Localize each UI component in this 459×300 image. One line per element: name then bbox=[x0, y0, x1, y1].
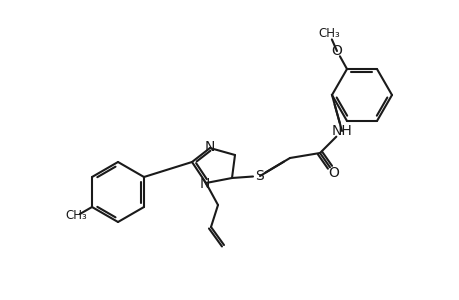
Text: O: O bbox=[331, 44, 341, 58]
Text: N: N bbox=[199, 177, 210, 191]
Text: CH₃: CH₃ bbox=[66, 209, 87, 223]
Text: CH₃: CH₃ bbox=[318, 26, 339, 40]
Text: N: N bbox=[204, 140, 215, 154]
Text: S: S bbox=[255, 169, 264, 183]
Text: O: O bbox=[328, 166, 339, 180]
Text: NH: NH bbox=[331, 124, 352, 138]
